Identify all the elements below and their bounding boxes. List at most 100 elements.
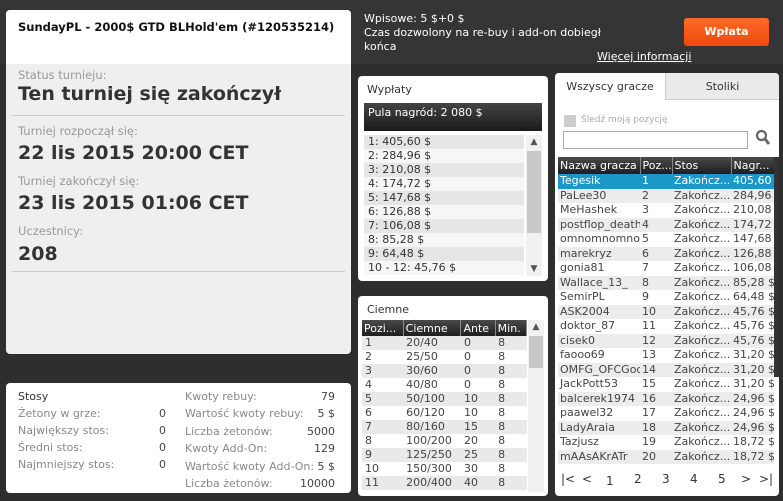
column-header[interactable]: Min. <box>495 320 528 336</box>
scroll-thumb[interactable] <box>529 336 543 368</box>
player-cell: postflop_death <box>558 217 640 232</box>
player-cell: omnomnomno... <box>560 232 640 246</box>
column-header[interactable]: Ante <box>460 320 496 336</box>
player-row[interactable]: SemirPL 9 Zakończ... 64,48 $ <box>558 290 774 305</box>
blind-cell: 11 <box>362 476 404 490</box>
more-info-link[interactable]: Więcej informacji <box>597 50 692 63</box>
player-row[interactable]: JackPott53 15 Zakończ... 31,20 $ <box>558 377 774 392</box>
player-row[interactable]: paawel32 17 Zakończ... 24,96 $ <box>558 406 774 421</box>
player-row[interactable]: OMFG_OFCGod 14 Zakończ... 31,20 $ <box>558 362 774 377</box>
blind-cell: 2 <box>365 350 372 363</box>
players-scrollbar[interactable] <box>774 157 779 377</box>
page-link[interactable]: 4 <box>690 472 698 486</box>
blinds-scrollbar[interactable]: ▲ <box>528 320 544 492</box>
page-link[interactable]: 3 <box>662 472 670 486</box>
search-icon[interactable] <box>755 129 771 147</box>
player-cell: Zakończ... <box>674 348 731 362</box>
player-cell: Zakończ... <box>674 203 731 217</box>
stat-label: Największy stos: <box>18 424 109 437</box>
stacks-panel: Stosy Żetony w grze: 0 Największy stos: 0 Śr… <box>6 383 351 493</box>
player-cell: 17 <box>642 406 656 420</box>
column-header[interactable]: Nagr... <box>731 157 775 174</box>
player-cell: Zakończ... <box>674 319 731 333</box>
player-row[interactable]: cisek0 12 Zakończ... 45,76 $ <box>558 333 774 348</box>
player-cell: OMFG_OFCGod <box>558 362 640 377</box>
player-cell: Zakończ... <box>672 420 731 435</box>
next-page-icon[interactable]: > <box>741 472 752 486</box>
blind-cell: 8 <box>495 364 527 378</box>
blind-cell: 10 <box>463 406 478 419</box>
player-row[interactable]: ASK2004 10 Zakończ... 45,76 $ <box>558 304 774 319</box>
last-page-icon[interactable]: >| <box>759 472 774 486</box>
player-cell: 126,88 $ <box>731 246 774 261</box>
player-cell: Zakończ... <box>672 449 731 464</box>
page-link[interactable]: 2 <box>634 472 642 486</box>
player-cell: MeHashek <box>560 203 618 217</box>
blind-cell: 0 <box>463 350 471 363</box>
scroll-up-icon[interactable]: ▲ <box>530 137 538 147</box>
player-cell: 405,60 $ <box>731 174 774 189</box>
player-cell: 15 <box>642 377 656 391</box>
blind-cell: 8 <box>498 406 506 419</box>
stat-value: 5 $ <box>317 407 336 421</box>
first-page-icon[interactable]: |< <box>561 472 576 486</box>
player-row[interactable]: LadyAraia 18 Zakończ... 24,96 $ <box>558 420 774 435</box>
player-cell: Zakończ... <box>674 435 731 449</box>
column-header[interactable]: Ciemne <box>403 320 462 336</box>
column-header[interactable]: Nazwa gracza <box>558 157 641 174</box>
column-header[interactable]: Pozi... <box>362 320 404 336</box>
player-row[interactable]: gonia81 7 Zakończ...106,08 $ <box>558 261 774 276</box>
blind-cell: 40/80 <box>406 378 438 391</box>
scroll-thumb[interactable] <box>527 151 541 233</box>
player-row[interactable]: faooo69 13 Zakończ... 31,20 $ <box>558 348 774 363</box>
column-header[interactable]: Poz... <box>640 157 673 174</box>
player-cell: Zakończ... <box>672 275 731 290</box>
blinds-table: Pozi... Ciemne Ante Min. 1 20/40 0 8 2 25/50 0 8 3 30… <box>362 320 528 490</box>
column-header[interactable]: Stos <box>672 157 732 174</box>
player-row[interactable]: Wallace_13_ 8 Zakończ... 85,28 $ <box>558 275 774 290</box>
blind-cell: 3 <box>362 364 404 378</box>
prev-page-icon[interactable]: < <box>582 472 593 486</box>
page-link[interactable]: 1 <box>606 474 614 488</box>
blind-cell: 8 <box>495 448 527 462</box>
tournament-title: SundayPL - 2000$ GTD BLHold'em (#1205352… <box>6 10 351 64</box>
tab-all-players[interactable]: Wszyscy gracze <box>555 73 665 100</box>
page-link[interactable]: 5 <box>718 472 726 486</box>
player-row[interactable]: Tazjusz 19 Zakończ... 18,72 $ <box>558 435 774 450</box>
player-cell: Zakończ... <box>672 304 731 319</box>
player-row[interactable]: MeHashek 3 Zakończ...210,08 $ <box>558 203 774 218</box>
player-search-input[interactable] <box>563 131 748 149</box>
stat-label: Kwoty rebuy: <box>185 390 257 403</box>
deposit-button[interactable]: Wpłata <box>684 18 769 46</box>
player-cell: Zakończ... <box>674 232 731 246</box>
player-row[interactable]: doktor_87 11 Zakończ... 45,76 $ <box>558 319 774 334</box>
player-cell: 2 <box>640 188 672 203</box>
scroll-up-icon[interactable]: ▲ <box>532 322 540 332</box>
player-cell: 12 <box>640 333 672 348</box>
stat-label: Liczba żetonów: <box>185 424 273 438</box>
player-cell: Zakończ... <box>674 377 731 391</box>
player-cell: balcerek1974 <box>558 391 640 406</box>
stat-value: 10000 <box>300 477 335 490</box>
player-cell: Zakończ... <box>672 217 731 232</box>
player-row[interactable]: mAAsAKrATr 20 Zakończ... 18,72 $ <box>558 449 774 464</box>
scroll-down-icon[interactable]: ▼ <box>530 264 538 274</box>
player-cell: 6 <box>640 246 672 261</box>
blind-cell: 80/160 <box>403 420 461 434</box>
player-row[interactable]: balcerek1974 16 Zakończ... 24,96 $ <box>558 391 774 406</box>
tab-tables[interactable]: Stoliki <box>665 73 779 100</box>
payouts-scrollbar[interactable]: ▲ ▼ <box>526 135 542 276</box>
player-cell: LadyAraia <box>558 420 640 435</box>
player-cell: 20 <box>640 449 672 464</box>
start-label: Turniej rozpoczął się: <box>18 124 138 138</box>
players-panel: Wszyscy gracze Stoliki Śledź moją pozycj… <box>555 73 779 496</box>
player-cell: 7 <box>642 261 649 275</box>
follow-position-checkbox[interactable] <box>564 115 576 127</box>
player-row[interactable]: omnomnomno...5 Zakończ...147,68 $ <box>558 232 774 247</box>
player-cell: 31,20 $ <box>731 362 774 377</box>
player-cell: 64,48 $ <box>733 290 774 304</box>
